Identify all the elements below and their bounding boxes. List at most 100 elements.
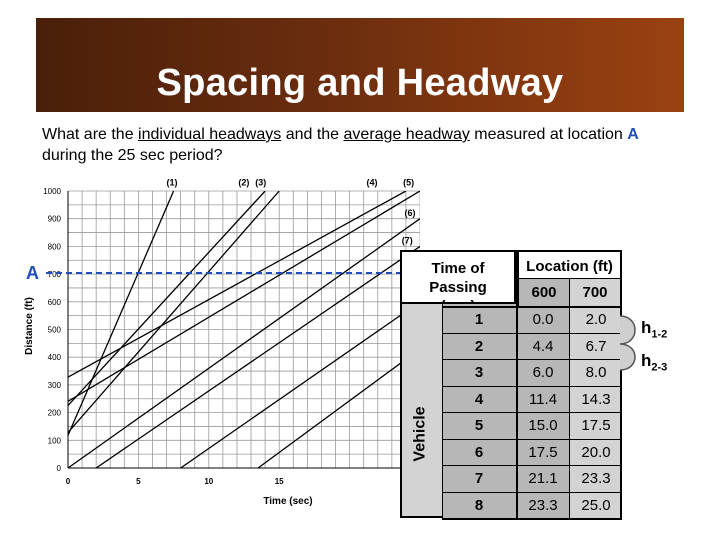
header-time-of-passing: Time of Passing (sec) <box>400 250 516 315</box>
time-600-cell: 0.0 <box>532 311 554 328</box>
time-600-cell: 21.1 <box>528 470 558 487</box>
vehicle-number-cell: 8 <box>474 496 484 514</box>
chart-grid <box>67 190 420 469</box>
table-vline-right <box>620 279 622 518</box>
y-tick-label: 700 <box>48 270 62 279</box>
vehicle-label-3: (3) <box>255 177 266 187</box>
vehicle-trajectory-4 <box>68 191 407 378</box>
table-hline-row <box>442 465 622 466</box>
chart-series <box>68 191 420 468</box>
y-axis-label: Distance (ft) <box>24 297 35 355</box>
vehicle-trajectory-9 <box>257 348 420 468</box>
location-600-label: 600 <box>531 284 557 301</box>
time-600-cell: 15.0 <box>528 417 558 434</box>
headway-2-3-h: h <box>641 351 652 370</box>
vehicle-number-cell: 2 <box>474 337 484 355</box>
time-600-cell: 11.4 <box>528 390 558 408</box>
table-hline-row <box>442 332 622 334</box>
x-tick-label: 5 <box>136 477 141 486</box>
time-700-cell: 23.3 <box>581 470 611 487</box>
question-part-3: measured at location <box>469 126 628 143</box>
headway-2-3-sub: 2-3 <box>651 361 668 374</box>
vehicle-label-1: (1) <box>167 177 178 187</box>
passing-time-table: Time of Passing (sec) Location (ft) 600 … <box>400 250 622 520</box>
question-underline-2: average headway <box>343 126 470 143</box>
x-tick-label: 15 <box>275 477 284 486</box>
vehicle-trajectory-3 <box>68 191 280 434</box>
y-tick-label: 1000 <box>43 187 61 196</box>
table-hline-row <box>442 438 622 440</box>
time-space-diagram: 0 100 200 300 400 500 600 700 800 900 1000 0 5 10 15 (… <box>24 177 420 507</box>
chart-tick-labels: 0 100 200 300 400 500 600 700 800 900 1000 0 5 10 15 <box>43 187 284 486</box>
vehicle-number-cell: 7 <box>474 470 484 487</box>
vehicle-axis-label: Vehicle <box>401 374 441 494</box>
vehicle-number-cell: 6 <box>474 443 484 461</box>
vehicle-number-cell: 4 <box>474 390 484 408</box>
question-part-2: and the <box>281 126 344 143</box>
location-600-header: 600 <box>517 279 569 306</box>
y-tick-label: 500 <box>48 326 62 335</box>
headway-1-2-h: h <box>641 318 652 337</box>
vehicle-number-column <box>442 304 516 518</box>
table-hline-row <box>442 412 622 413</box>
question-location: A <box>627 126 639 143</box>
time-600-cell: 23.3 <box>528 496 558 514</box>
page-title: Spacing and Headway <box>156 62 564 104</box>
y-tick-label: 600 <box>48 298 62 307</box>
y-tick-label: 800 <box>48 242 62 251</box>
title-banner: Spacing and Headway <box>36 18 684 112</box>
time-700-cell: 8.0 <box>585 364 607 381</box>
question-part-4: during the 25 sec period? <box>42 147 223 164</box>
y-tick-label: 0 <box>57 464 62 473</box>
vehicle-trajectory-6 <box>68 218 420 468</box>
vehicle-label-5: (5) <box>403 177 414 187</box>
table-hline-header <box>442 306 622 308</box>
y-tick-label: 300 <box>48 381 62 390</box>
x-tick-label: 0 <box>66 477 71 486</box>
vehicle-trajectory-2 <box>68 191 266 407</box>
headway-1-2-bracket <box>619 315 636 345</box>
vehicle-number-cell: 1 <box>474 311 484 328</box>
time-700-cell: 25.0 <box>581 496 611 514</box>
question-text: What are the individual headways and the… <box>42 124 682 166</box>
table-vline-mid <box>569 279 570 518</box>
headway-2-3-bracket <box>619 343 636 371</box>
y-tick-label: 200 <box>48 409 62 418</box>
headway-2-3-label: h2-3 <box>641 351 667 373</box>
x-axis-label: Time (sec) <box>263 496 312 507</box>
time-700-cell: 2.0 <box>585 311 607 328</box>
vehicle-trajectory-7 <box>95 245 420 468</box>
location-a-label: A <box>26 263 39 283</box>
vehicle-label-4: (4) <box>366 177 377 187</box>
table-vline-vehicle <box>442 304 443 518</box>
vehicle-label-7: (7) <box>402 236 413 246</box>
time-700-cell: 6.7 <box>585 337 607 355</box>
table-vline-main <box>516 250 518 518</box>
vehicle-number-cell: 3 <box>474 364 484 381</box>
headway-1-2-sub: 1-2 <box>651 328 668 341</box>
vehicle-trajectory-8 <box>180 301 420 468</box>
time-700-cell: 14.3 <box>581 390 611 408</box>
header-location-text: Location (ft) <box>526 258 613 275</box>
vehicle-label-6: (6) <box>405 208 416 218</box>
y-tick-label: 900 <box>48 215 62 224</box>
table-hline-bottom <box>442 518 622 520</box>
header-location: Location (ft) <box>517 250 622 280</box>
time-600-cell: 6.0 <box>532 364 554 381</box>
headway-brackets <box>619 315 636 371</box>
chart-axes <box>67 191 420 469</box>
question-underline-1: individual headways <box>138 126 282 143</box>
time-600-cell: 4.4 <box>532 337 554 355</box>
vehicle-label-text: Vehicle <box>412 406 429 462</box>
y-tick-label: 100 <box>48 436 62 445</box>
question-part-1: What are the <box>42 126 139 143</box>
y-tick-label: 400 <box>48 353 62 362</box>
location-700-label: 700 <box>582 284 608 301</box>
location-a-dashed-line <box>46 272 402 274</box>
table-hline-row <box>442 359 622 360</box>
vehicle-label-2: (2) <box>238 177 249 187</box>
table-hline-row <box>442 385 622 387</box>
time-700-cell: 20.0 <box>581 443 611 461</box>
vehicle-number-cell: 5 <box>474 417 484 434</box>
headway-1-2-label: h1-2 <box>641 318 667 340</box>
